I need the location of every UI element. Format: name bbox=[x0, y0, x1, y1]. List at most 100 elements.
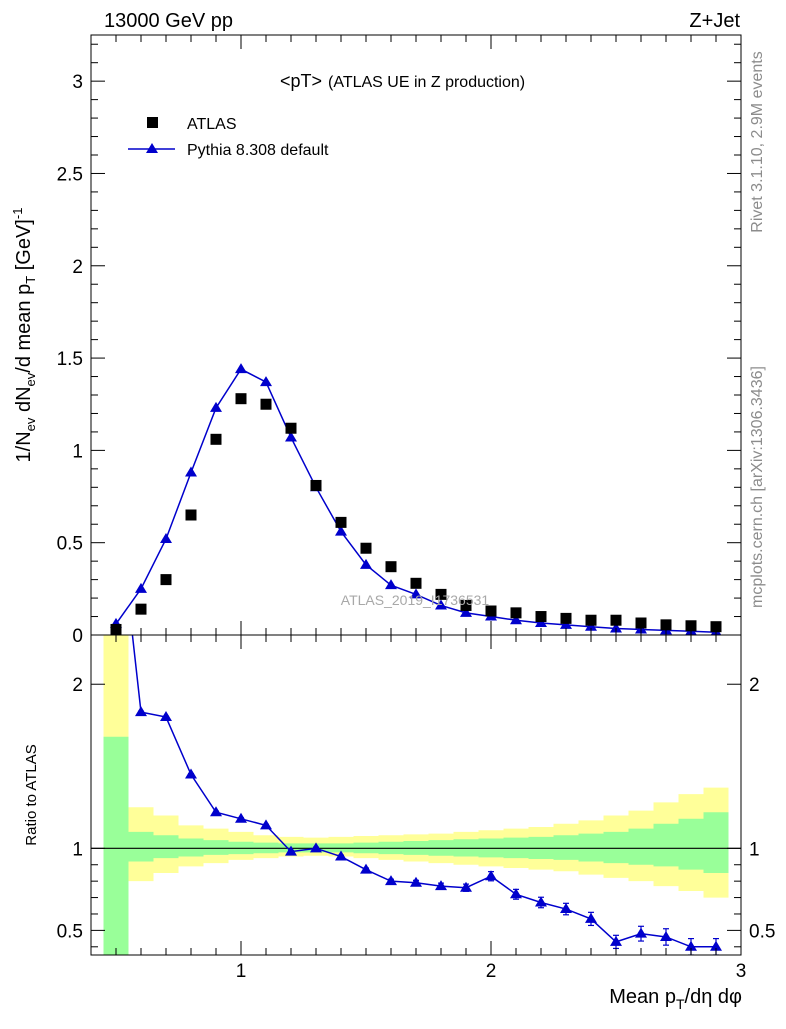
data-point bbox=[510, 607, 522, 619]
data-point bbox=[435, 588, 447, 600]
ratio-ytick-label: 2 bbox=[72, 675, 83, 696]
mc-point bbox=[135, 582, 147, 593]
data-point bbox=[210, 433, 222, 445]
ratio-mc-point bbox=[110, 481, 122, 491]
ratio-frame bbox=[90, 634, 742, 956]
ratio-mc-point bbox=[285, 845, 297, 856]
ratio-mc-point bbox=[310, 842, 322, 853]
data-point bbox=[335, 516, 347, 528]
legend-marker-atlas bbox=[147, 117, 158, 128]
mc-point bbox=[335, 525, 347, 536]
ratio-mc-point bbox=[460, 881, 472, 892]
ratio-xtick-label: 3 bbox=[736, 961, 747, 982]
ratio-mc-point bbox=[360, 863, 372, 874]
ratio-mc-point bbox=[560, 903, 572, 914]
ratio-ytick-label: 1 bbox=[72, 839, 83, 860]
ratio-mc-point bbox=[260, 819, 272, 830]
mc-point bbox=[360, 558, 372, 569]
main-panel: 0 0.5 1 1.5 2 2.5 3 <pT> (ATLAS UE in Z produc… bbox=[10, 34, 742, 647]
ratio-mc-point bbox=[335, 850, 347, 861]
ratio-ytick-label: 0.5 bbox=[57, 921, 83, 942]
ratio-ytick-label-right: 1 bbox=[749, 839, 760, 860]
rivet-label: Rivet 3.1.10, 2.9M events bbox=[749, 51, 766, 232]
data-point bbox=[585, 614, 597, 626]
main-ytick-label: 2 bbox=[72, 257, 83, 278]
main-ytick-label: 3 bbox=[72, 72, 83, 93]
data-point bbox=[385, 561, 397, 573]
data-point bbox=[560, 612, 572, 624]
total-uncertainty-band bbox=[103, 635, 729, 955]
data-point bbox=[685, 620, 697, 632]
ratio-plot-area bbox=[91, 481, 741, 955]
ratio-mc-point bbox=[210, 806, 222, 817]
mc-point bbox=[285, 431, 297, 442]
ratio-mc-point bbox=[635, 927, 647, 938]
data-point bbox=[360, 542, 372, 554]
ratio-mc-point bbox=[135, 706, 147, 717]
mc-point bbox=[435, 599, 447, 610]
mc-point bbox=[260, 376, 272, 387]
data-point bbox=[160, 574, 172, 586]
ratio-mc-point bbox=[485, 870, 497, 881]
ratio-mc-point bbox=[535, 896, 547, 907]
header-right: Z+Jet bbox=[689, 10, 740, 32]
ratio-axes: 0.5 0.5 1 1 2 2 1 2 3 bbox=[57, 635, 775, 982]
main-ylabel: 1/Nev dNev/d mean pT [GeV]-1 bbox=[10, 208, 38, 463]
ratio-xlabel: Mean pT/dη dφ bbox=[609, 986, 742, 1012]
mc-point bbox=[410, 588, 422, 599]
data-point bbox=[710, 621, 722, 633]
ratio-mc-point bbox=[585, 912, 597, 923]
mc-point bbox=[185, 466, 197, 477]
data-point bbox=[410, 577, 422, 589]
ratio-ylabel: Ratio to ATLAS bbox=[23, 744, 40, 845]
data-point bbox=[460, 599, 472, 611]
header-left: 13000 GeV pp bbox=[104, 10, 233, 32]
main-subtitle: (ATLAS UE in Z production) bbox=[328, 74, 525, 91]
legend: ATLAS Pythia 8.308 default bbox=[128, 116, 329, 159]
ratio-mc-point bbox=[710, 940, 722, 951]
data-point bbox=[285, 422, 297, 434]
mc-point bbox=[385, 579, 397, 590]
legend-label-atlas: ATLAS bbox=[187, 116, 237, 133]
mc-point bbox=[210, 401, 222, 412]
data-point bbox=[635, 617, 647, 629]
data-point bbox=[485, 605, 497, 617]
ratio-mc-point bbox=[160, 711, 172, 722]
main-ytick-label: 1 bbox=[72, 441, 83, 462]
data-point bbox=[135, 603, 147, 615]
ratio-ytick-label-right: 0.5 bbox=[749, 921, 775, 942]
ratio-mc-point bbox=[235, 812, 247, 823]
ratio-mc-point bbox=[410, 876, 422, 887]
mc-point bbox=[460, 606, 472, 617]
data-point bbox=[235, 393, 247, 405]
data-point bbox=[260, 398, 272, 410]
ratio-ytick-label-right: 2 bbox=[749, 675, 760, 696]
mc-point bbox=[235, 363, 247, 374]
main-ytick-label: 1.5 bbox=[57, 349, 83, 370]
mc-point bbox=[610, 622, 622, 633]
legend-marker-mc bbox=[146, 143, 158, 153]
legend-label-mc: Pythia 8.308 default bbox=[187, 142, 329, 159]
mc-point bbox=[510, 614, 522, 625]
main-axes: 0 0.5 1 1.5 2 2.5 3 bbox=[57, 35, 742, 647]
ratio-xtick-label: 1 bbox=[236, 961, 247, 982]
watermark: ATLAS_2019_I1736531 bbox=[341, 592, 490, 608]
source-label: mcplots.cern.ch [arXiv:1306.3436] bbox=[749, 366, 766, 608]
ratio-mc-point bbox=[385, 875, 397, 886]
ratio-panel: 0.5 0.5 1 1 2 2 1 2 3 Ratio to ATLAS Mean pT/dη … bbox=[23, 481, 775, 1012]
data-point bbox=[610, 614, 622, 626]
stat-uncertainty-band bbox=[103, 736, 729, 955]
main-ytick-label: 0.5 bbox=[57, 534, 83, 555]
ratio-mc-point bbox=[435, 880, 447, 891]
data-point bbox=[310, 479, 322, 491]
ratio-xtick-label: 2 bbox=[486, 961, 497, 982]
main-ytick-label: 2.5 bbox=[57, 164, 83, 185]
mc-point bbox=[160, 533, 172, 543]
ratio-mc-point bbox=[185, 768, 197, 779]
ratio-mc-point bbox=[610, 935, 622, 946]
main-ytick-label: 0 bbox=[72, 626, 83, 647]
main-title: <pT> bbox=[280, 71, 322, 91]
data-point bbox=[660, 619, 672, 631]
ratio-mc-point bbox=[660, 930, 672, 941]
